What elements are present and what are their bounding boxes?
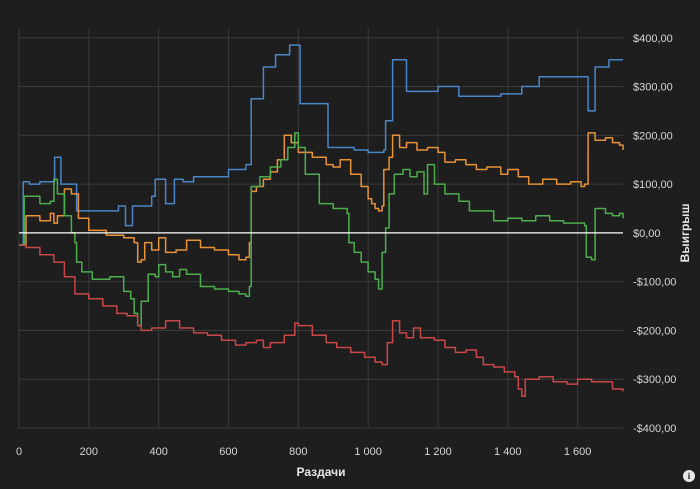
x-tick-label: 1 200 bbox=[424, 446, 452, 458]
series-line-4 bbox=[19, 244, 624, 398]
y-tick-label: -$200,00 bbox=[633, 325, 676, 337]
series-line-3 bbox=[19, 132, 624, 327]
x-tick-label: 800 bbox=[289, 446, 307, 458]
y-tick-label: $100,00 bbox=[633, 179, 673, 191]
x-tick-label: 600 bbox=[219, 446, 237, 458]
y-tick-label: $300,00 bbox=[633, 82, 673, 94]
y-tick-label: -$400,00 bbox=[633, 423, 676, 435]
x-tick-label: 1 000 bbox=[354, 446, 382, 458]
y-axis-ticks: $400,00 $300,00 $200,00 $100,00 $0,00 -$100,0… bbox=[633, 33, 676, 435]
x-tick-label: 0 bbox=[16, 446, 22, 458]
y-tick-label: $0,00 bbox=[633, 228, 661, 240]
y-tick-label: $200,00 bbox=[633, 130, 673, 142]
y-tick-label: -$100,00 bbox=[633, 277, 676, 289]
y-tick-label: -$300,00 bbox=[633, 374, 676, 386]
x-tick-label: 400 bbox=[149, 446, 167, 458]
x-tick-label: 1 400 bbox=[494, 446, 522, 458]
series-lines bbox=[19, 44, 624, 398]
y-tick-label: $400,00 bbox=[633, 33, 673, 45]
x-axis-ticks: 0 200 400 600 800 1 000 1 200 1 400 1 600 bbox=[16, 446, 591, 458]
x-tick-label: 1 600 bbox=[564, 446, 592, 458]
vertical-gridlines bbox=[18, 28, 579, 428]
x-axis-label: Раздачи bbox=[297, 465, 346, 479]
x-tick-label: 200 bbox=[80, 446, 98, 458]
series-line-2 bbox=[19, 132, 624, 263]
y-axis-label: Выигрыш bbox=[678, 203, 692, 262]
series-line-1 bbox=[19, 44, 623, 246]
info-icon[interactable]: i bbox=[683, 470, 695, 482]
